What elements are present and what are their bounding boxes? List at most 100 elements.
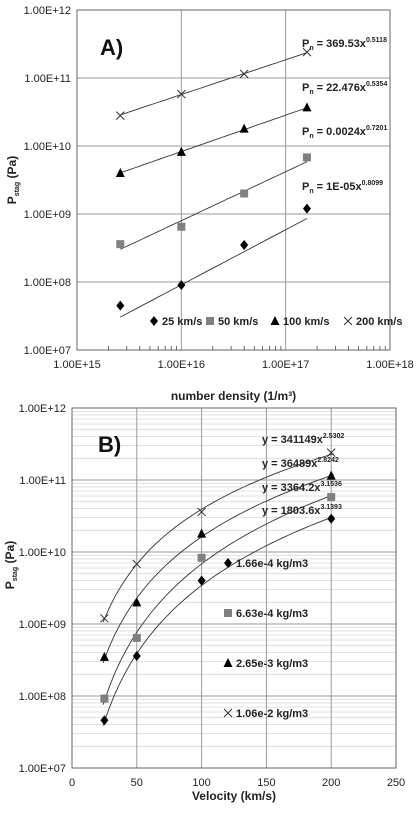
fit-equation-exponent: 0.5118 [366,37,387,44]
fit-equation-exponent: 2.5302 [323,433,345,440]
series-2: Pn = 0.0024x0.7201 [116,125,388,250]
y-axis-label-unit: (Pa) [5,156,19,182]
legend-marker [343,316,353,326]
y-tick-label: 1.00E+12 [24,5,71,17]
data-point [326,448,336,457]
data-point [100,613,109,623]
data-point [177,222,186,231]
data-point [239,69,249,79]
fit-equation: y = 36489x2.8242 [262,457,339,470]
data-point-stroke-b [302,47,312,57]
y-axis-label-main: P [3,581,17,589]
fit-equation-exponent: 3.1536 [320,481,342,488]
fit-equation-subscript: n [309,89,313,96]
data-point [240,189,249,198]
data-point [116,300,125,311]
fit-equation-var: P [302,38,309,50]
data-point [197,507,206,517]
x-tick-label: 1.00E+17 [262,359,309,371]
data-point [326,470,336,480]
data-point [176,146,186,156]
x-tick-label: 150 [257,777,275,789]
y-tick-label: 1.00E+09 [19,619,66,631]
data-point [100,694,109,703]
data-point [132,559,142,569]
y-tick-label: 1.00E+07 [19,763,66,775]
legend-marker [270,316,280,325]
fit-equation-var: P [302,181,309,193]
fit-equation-var: y [262,505,269,517]
fit-equation: Pn = 1E-05x0.8099 [302,180,383,195]
fit-equation-exponent: 0.5354 [366,81,388,88]
legend-marker [150,316,158,326]
legend-label: 1.66e-4 kg/m3 [236,558,308,570]
fit-equation-exponent: 0.8099 [362,180,384,187]
data-point-stroke-b [326,448,336,457]
series-4: y = 341149x2.5302 [100,433,345,623]
fit-equation-var: y [262,434,269,446]
fit-equation: y = 3364.2x3.1536 [262,481,342,494]
y-tick-label: 1.00E+11 [19,475,66,487]
y-axis-label-subscript: stag [14,182,21,196]
fit-equation-body: = 3364.2x [268,482,321,494]
series-4: Pn = 369.53x0.5118 [115,37,387,120]
y-tick-label: 1.00E+07 [24,345,71,357]
y-axis-label: Pstag (Pa) [5,156,21,204]
fit-equation-var: P [302,126,309,138]
legend-marker [206,317,214,325]
x-tick-label: 0 [69,777,75,789]
data-point [99,651,109,661]
data-point-stroke-b [132,559,142,569]
series-3: Pn = 22.476x0.5354 [115,81,387,178]
y-tick-label: 1.00E+11 [24,73,71,85]
data-point [302,47,312,57]
data-point-stroke-b [176,89,186,99]
panel-label: A) [100,35,123,60]
data-point [240,240,249,251]
data-point-stroke-b [115,111,125,120]
legend-marker [223,708,233,718]
x-tick-label: 50 [131,777,143,789]
legend-marker [224,558,232,568]
x-tick-label: 100 [192,777,210,789]
plot-area-frame [71,407,397,769]
data-point [197,553,206,562]
y-tick-label: 1.00E+12 [19,403,66,415]
legend-label: 25 km/s [162,316,202,328]
y-tick-label: 1.00E+09 [24,209,71,221]
y-tick-label: 1.00E+10 [24,141,71,153]
series-1: Pn = 1E-05x0.8099 [116,180,383,318]
chart-panel-1: 1.00E+07 1.00E+08 1.00E+09 1.00E+10 1.00E+11… [5,5,414,403]
legend: 1.66e-4 kg/m3 6.63e-4 kg/m3 2.65e-3 kg/m3 1… [223,558,308,720]
fit-equation-body: = 341149x [268,434,324,446]
fit-equation-exponent: 3.1393 [320,504,342,511]
legend-marker-stroke-b [343,316,353,326]
chart-panel-2: 1.00E+07 1.00E+08 1.00E+09 1.00E+10 1.00E+11… [3,403,405,803]
legend-label: 200 km/s [356,316,402,328]
x-tick-label: 200 [322,777,340,789]
data-point-stroke-b [197,507,206,517]
fit-equation-exponent: 0.7201 [366,125,388,132]
x-axis-label: number density (1/m³) [171,389,296,403]
panel-label: B) [98,432,121,457]
data-point [327,513,336,524]
trendline [120,52,308,116]
fit-equation-body: = 369.53x [314,38,367,50]
x-tick-label: 1.00E+16 [158,359,205,371]
fit-equation-body: = 0.0024x [314,126,367,138]
legend-marker-stroke-b [223,708,233,718]
y-axis-label: Pstag (Pa) [3,541,19,589]
data-point-stroke-b [239,69,249,79]
trendline [120,161,308,250]
y-tick-label: 1.00E+08 [24,277,71,289]
data-point [176,89,186,99]
fit-equation: Pn = 22.476x0.5354 [302,81,387,96]
data-point [115,168,125,178]
legend-label: 50 km/s [218,316,258,328]
data-point [302,153,311,162]
data-point [197,528,207,538]
legend-label: 6.63e-4 kg/m3 [236,608,308,620]
trendline [120,218,308,318]
trendline [102,516,334,726]
fit-equation: y = 1803.6x3.1393 [262,504,342,517]
